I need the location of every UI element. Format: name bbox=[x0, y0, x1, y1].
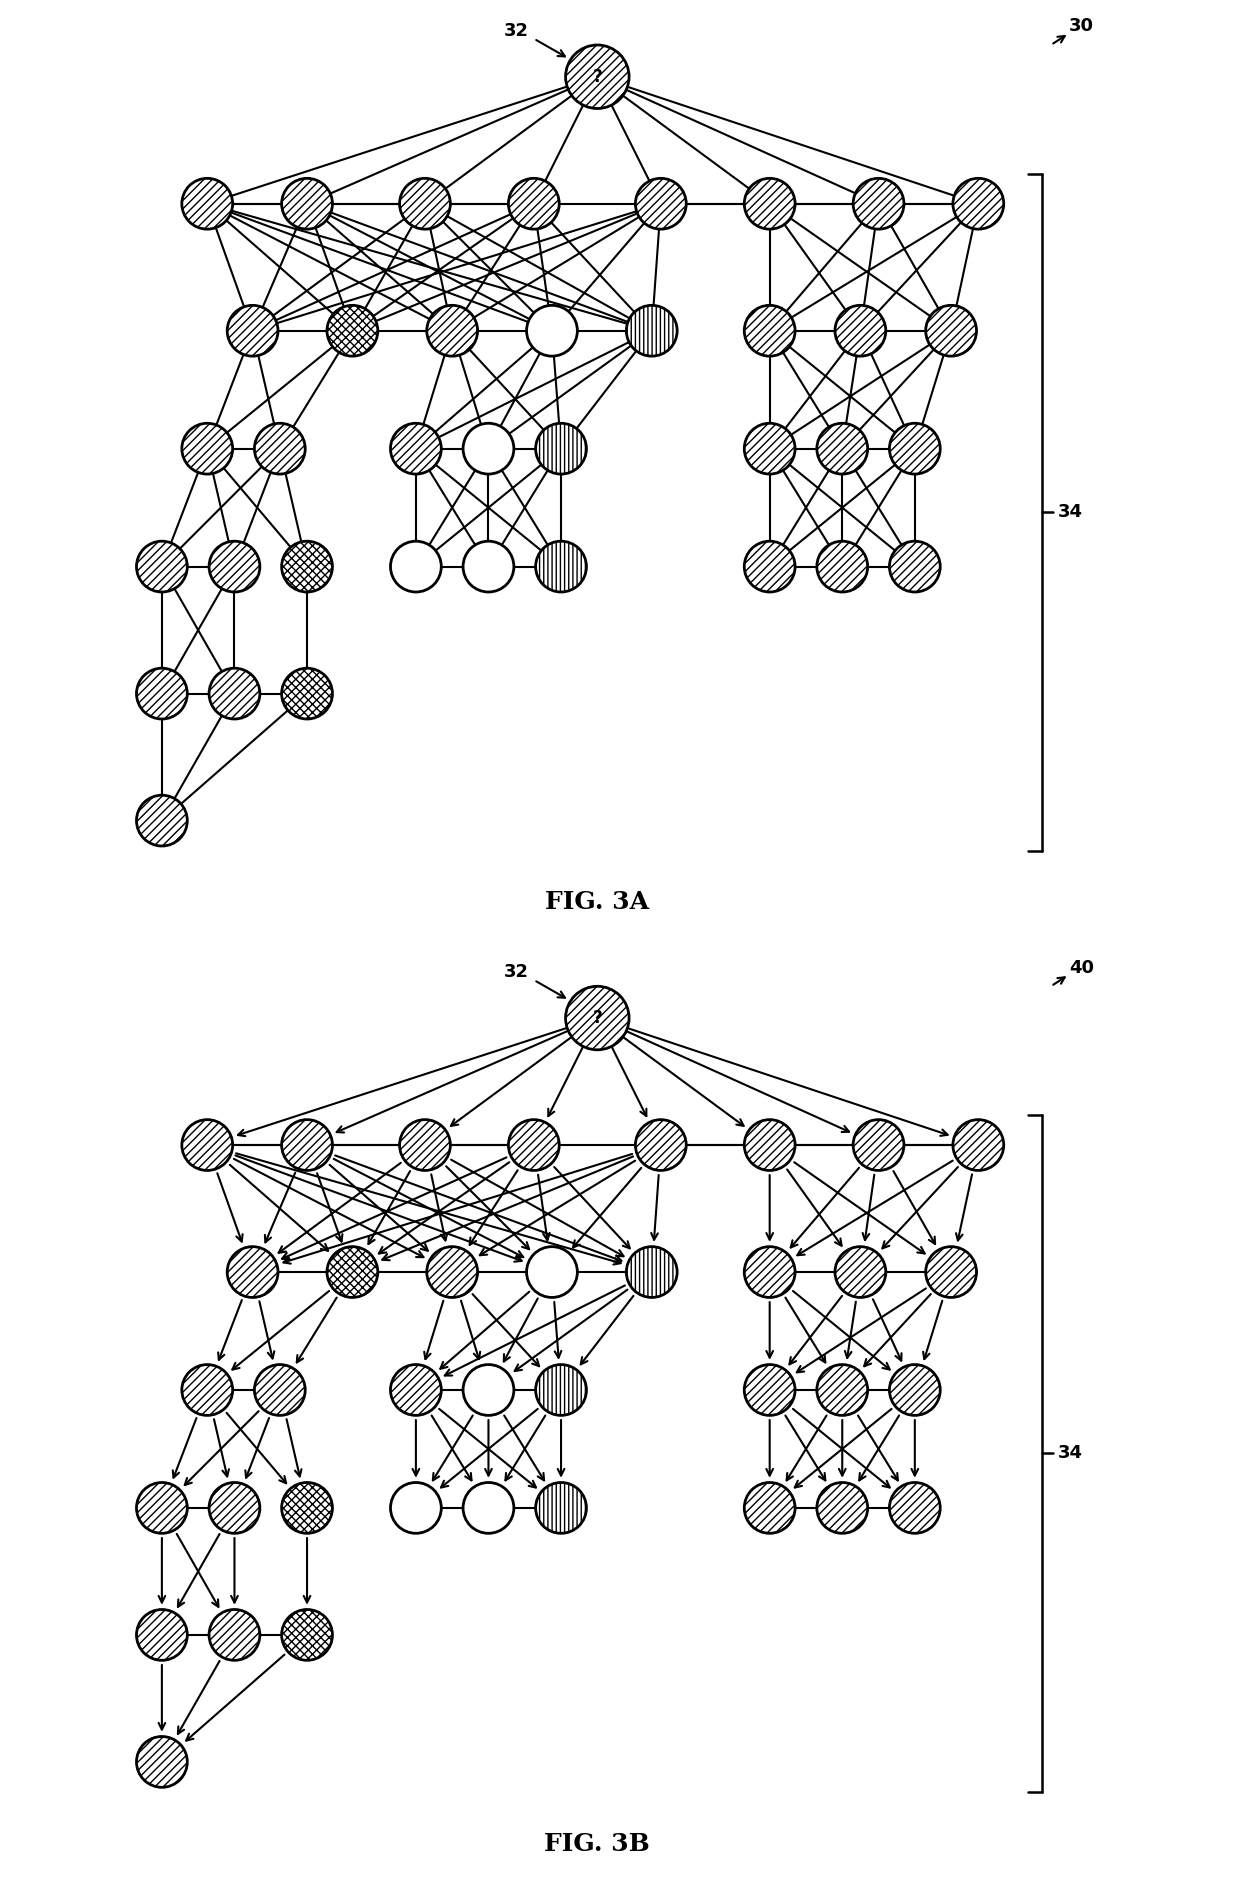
Circle shape bbox=[136, 669, 187, 720]
Circle shape bbox=[427, 1247, 477, 1298]
Circle shape bbox=[136, 795, 187, 846]
Circle shape bbox=[536, 1364, 587, 1415]
Circle shape bbox=[952, 1119, 1003, 1170]
Circle shape bbox=[210, 541, 260, 592]
Circle shape bbox=[744, 1364, 795, 1415]
Circle shape bbox=[536, 541, 587, 592]
Circle shape bbox=[889, 541, 940, 592]
Circle shape bbox=[527, 305, 578, 356]
Circle shape bbox=[136, 541, 187, 592]
Circle shape bbox=[626, 1247, 677, 1298]
Text: ?: ? bbox=[593, 68, 603, 87]
Text: ?: ? bbox=[593, 1010, 603, 1027]
Circle shape bbox=[463, 541, 513, 592]
Circle shape bbox=[254, 424, 305, 475]
Text: 30: 30 bbox=[1069, 17, 1094, 36]
Text: 32: 32 bbox=[505, 963, 529, 982]
Circle shape bbox=[391, 424, 441, 475]
Text: 40: 40 bbox=[1069, 959, 1094, 976]
Circle shape bbox=[744, 1247, 795, 1298]
Text: 32: 32 bbox=[505, 23, 529, 40]
Circle shape bbox=[427, 305, 477, 356]
Circle shape bbox=[391, 541, 441, 592]
Circle shape bbox=[182, 179, 233, 230]
Circle shape bbox=[210, 1483, 260, 1534]
Circle shape bbox=[889, 1483, 940, 1534]
Text: FIG. 3A: FIG. 3A bbox=[546, 891, 650, 914]
Circle shape bbox=[744, 1483, 795, 1534]
Circle shape bbox=[744, 305, 795, 356]
Circle shape bbox=[399, 179, 450, 230]
Circle shape bbox=[835, 1247, 885, 1298]
Text: FIG. 3B: FIG. 3B bbox=[544, 1831, 650, 1856]
Circle shape bbox=[281, 179, 332, 230]
Circle shape bbox=[626, 305, 677, 356]
Circle shape bbox=[281, 669, 332, 720]
Circle shape bbox=[391, 1483, 441, 1534]
Circle shape bbox=[136, 1609, 187, 1660]
Circle shape bbox=[281, 1483, 332, 1534]
Circle shape bbox=[463, 424, 513, 475]
Circle shape bbox=[635, 179, 686, 230]
Circle shape bbox=[853, 1119, 904, 1170]
Text: 34: 34 bbox=[1058, 503, 1084, 522]
Circle shape bbox=[744, 541, 795, 592]
Circle shape bbox=[817, 541, 868, 592]
Circle shape bbox=[835, 305, 885, 356]
Circle shape bbox=[744, 424, 795, 475]
Circle shape bbox=[508, 179, 559, 230]
Circle shape bbox=[889, 1364, 940, 1415]
Circle shape bbox=[926, 305, 977, 356]
Circle shape bbox=[463, 1483, 513, 1534]
Circle shape bbox=[527, 1247, 578, 1298]
Circle shape bbox=[817, 1483, 868, 1534]
Circle shape bbox=[744, 179, 795, 230]
Circle shape bbox=[327, 1247, 378, 1298]
Circle shape bbox=[817, 424, 868, 475]
Circle shape bbox=[227, 305, 278, 356]
Circle shape bbox=[952, 179, 1003, 230]
Circle shape bbox=[744, 1119, 795, 1170]
Text: 34: 34 bbox=[1058, 1445, 1084, 1462]
Circle shape bbox=[136, 1483, 187, 1534]
Circle shape bbox=[210, 1609, 260, 1660]
Circle shape bbox=[182, 1119, 233, 1170]
Circle shape bbox=[399, 1119, 450, 1170]
Circle shape bbox=[853, 179, 904, 230]
Circle shape bbox=[926, 1247, 977, 1298]
Circle shape bbox=[536, 424, 587, 475]
Circle shape bbox=[182, 424, 233, 475]
Circle shape bbox=[889, 424, 940, 475]
Circle shape bbox=[281, 1119, 332, 1170]
Circle shape bbox=[254, 1364, 305, 1415]
Circle shape bbox=[817, 1364, 868, 1415]
Circle shape bbox=[210, 669, 260, 720]
Circle shape bbox=[227, 1247, 278, 1298]
Circle shape bbox=[635, 1119, 686, 1170]
Circle shape bbox=[565, 45, 629, 109]
Circle shape bbox=[391, 1364, 441, 1415]
Circle shape bbox=[565, 987, 629, 1049]
Circle shape bbox=[281, 541, 332, 592]
Circle shape bbox=[508, 1119, 559, 1170]
Circle shape bbox=[536, 1483, 587, 1534]
Circle shape bbox=[182, 1364, 233, 1415]
Circle shape bbox=[136, 1737, 187, 1788]
Circle shape bbox=[281, 1609, 332, 1660]
Circle shape bbox=[463, 1364, 513, 1415]
Circle shape bbox=[327, 305, 378, 356]
